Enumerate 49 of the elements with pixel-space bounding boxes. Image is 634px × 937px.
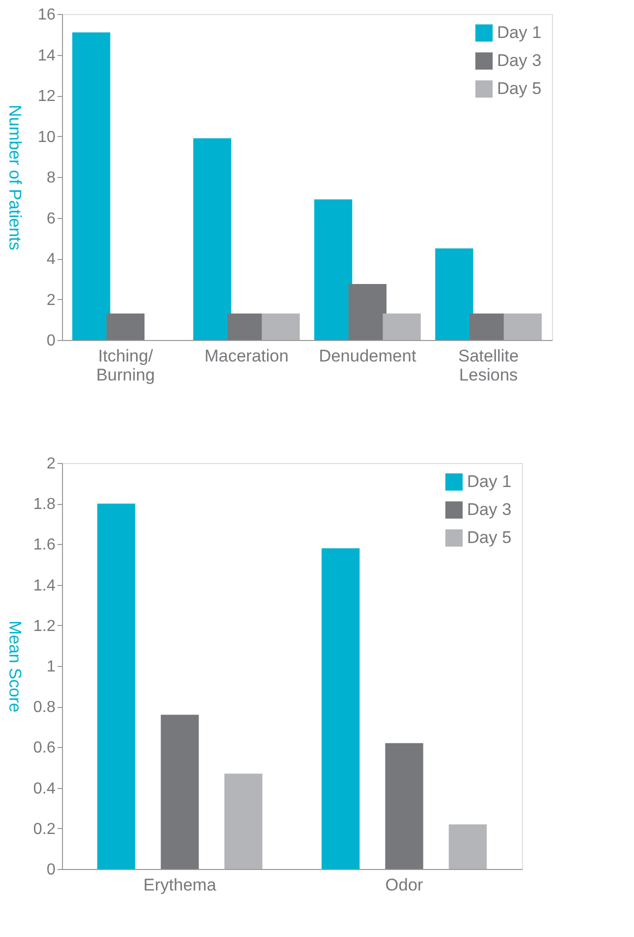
- legend-label: Day 3: [497, 51, 542, 70]
- y-tick-label: 1.2: [33, 618, 56, 635]
- bar: [382, 314, 421, 340]
- y-tick-label: 0.8: [33, 699, 56, 716]
- legend-label: Day 5: [467, 528, 512, 547]
- x-tick-label: Satellite Lesions: [458, 346, 519, 384]
- y-tick-label: 0.2: [33, 820, 56, 838]
- y-tick-label: 1: [46, 658, 56, 676]
- y-tick-label: 12: [38, 88, 56, 105]
- y-tick-label: 0: [46, 332, 56, 350]
- y-tick-label: 8: [46, 170, 56, 186]
- y-axis-title: Number of Patients: [6, 104, 24, 250]
- y-tick-label: 10: [38, 128, 56, 146]
- y-tick-label: 14: [38, 47, 56, 64]
- bar: [435, 248, 474, 340]
- y-tick-label: 2: [46, 292, 56, 309]
- bar: [224, 774, 262, 869]
- y-tick-label: 0.6: [33, 740, 56, 757]
- y-tick-label: 1.6: [33, 536, 56, 554]
- bar: [193, 138, 232, 340]
- legend-label: Day 1: [497, 23, 542, 42]
- bar: [72, 32, 110, 340]
- bar: [160, 714, 199, 869]
- y-tick-label: 0: [46, 862, 56, 878]
- y-tick-label: 6: [46, 210, 56, 228]
- bar: [448, 824, 487, 869]
- y-tick-label: 1.4: [33, 577, 56, 594]
- bar: [262, 314, 300, 340]
- x-tick-label: Odor: [385, 876, 424, 894]
- x-tick-label: Maceration: [204, 346, 289, 366]
- x-tick-label: Denudement: [318, 346, 416, 366]
- y-tick-label: 16: [38, 6, 56, 24]
- legend-label: Day 5: [497, 79, 542, 98]
- y-tick-label: 4: [46, 251, 56, 268]
- y-tick-label: 0.4: [33, 780, 56, 798]
- legend-label: Day 3: [467, 500, 512, 519]
- y-tick-label: 1.8: [33, 496, 56, 514]
- bar: [97, 504, 136, 869]
- x-tick-label: Itching/ Burning: [96, 346, 155, 384]
- y-tick-label: 2: [46, 456, 56, 472]
- x-tick-label: Erythema: [143, 876, 217, 894]
- legend-label: Day 1: [467, 472, 512, 491]
- bar: [504, 314, 542, 340]
- bar: [314, 199, 352, 340]
- y-axis-title: Mean Score: [6, 620, 24, 712]
- bar: [348, 284, 386, 340]
- bar: [106, 314, 145, 340]
- bar: [322, 548, 360, 869]
- bar: [385, 743, 424, 869]
